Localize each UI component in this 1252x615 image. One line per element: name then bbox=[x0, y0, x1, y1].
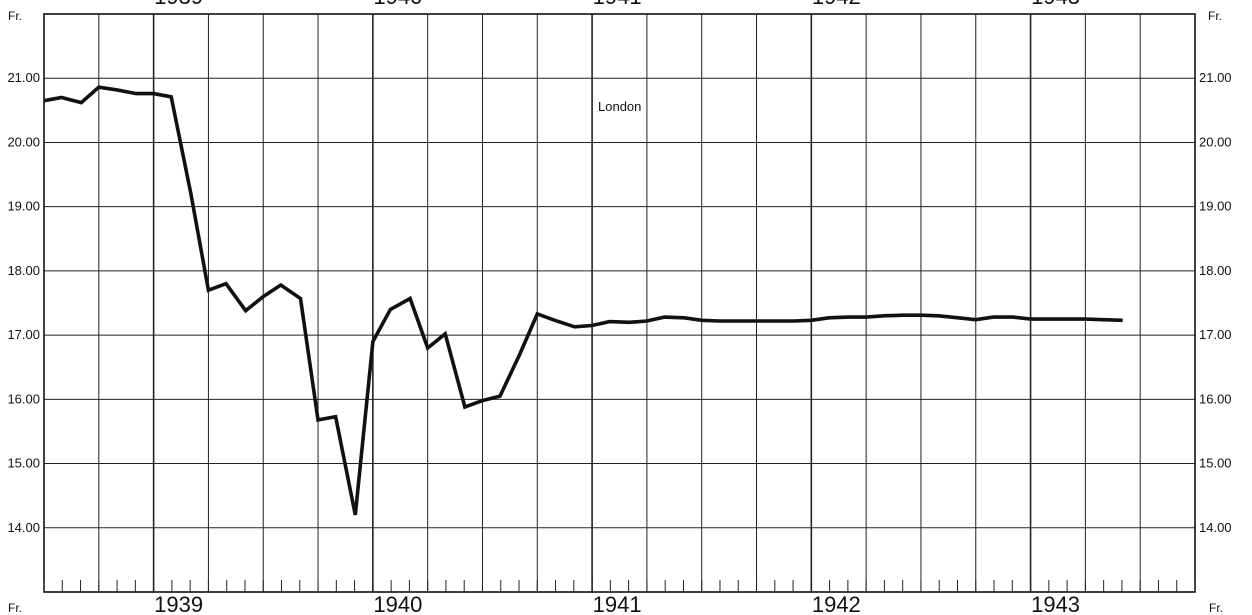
y-tick-label-left: 16.00 bbox=[7, 391, 40, 406]
labels: Fr. Fr. Fr. Fr. London 14.00 14.00 15.00 15… bbox=[7, 0, 1231, 615]
unit-label-top-right: Fr. bbox=[1208, 9, 1222, 23]
minor-ticks bbox=[43, 580, 1196, 592]
unit-label-top-left: Fr. bbox=[8, 9, 22, 23]
y-tick-label-right: 16.00 bbox=[1199, 391, 1232, 406]
x-year-label-bottom: 1939 bbox=[154, 592, 203, 615]
y-tick-label-right: 21.00 bbox=[1199, 70, 1232, 85]
y-tick-label-left: 15.00 bbox=[7, 456, 40, 471]
grid bbox=[43, 14, 1196, 592]
y-tick-label-left: 18.00 bbox=[7, 263, 40, 278]
x-year-label-top: 1943 bbox=[1031, 0, 1080, 9]
unit-label-bottom-right: Fr. bbox=[1209, 601, 1223, 615]
x-year-label-top: 1939 bbox=[154, 0, 203, 9]
series-layer bbox=[43, 85, 1123, 516]
x-year-label-bottom: 1940 bbox=[373, 592, 422, 615]
y-tick-label-left: 21.00 bbox=[7, 70, 40, 85]
y-tick-label-right: 14.00 bbox=[1199, 520, 1232, 535]
plot-border bbox=[43, 13, 1196, 593]
y-tick-label-right: 17.00 bbox=[1199, 327, 1232, 342]
series-annotation-london: London bbox=[598, 99, 641, 114]
x-year-label-top: 1940 bbox=[373, 0, 422, 9]
y-tick-label-right: 15.00 bbox=[1199, 456, 1232, 471]
y-tick-label-left: 20.00 bbox=[7, 134, 40, 149]
unit-label-bottom-left: Fr. bbox=[8, 601, 22, 615]
y-tick-label-left: 19.00 bbox=[7, 199, 40, 214]
x-year-label-bottom: 1943 bbox=[1031, 592, 1080, 615]
plot-frame bbox=[43, 13, 1196, 593]
x-year-label-top: 1942 bbox=[812, 0, 861, 9]
x-year-label-top: 1941 bbox=[593, 0, 642, 9]
y-tick-label-right: 19.00 bbox=[1199, 199, 1232, 214]
series-line-london bbox=[43, 85, 1123, 516]
y-tick-label-right: 18.00 bbox=[1199, 263, 1232, 278]
x-year-label-bottom: 1941 bbox=[593, 592, 642, 615]
x-year-label-bottom: 1942 bbox=[812, 592, 861, 615]
y-tick-label-right: 20.00 bbox=[1199, 134, 1232, 149]
y-tick-label-left: 14.00 bbox=[7, 520, 40, 535]
y-tick-label-left: 17.00 bbox=[7, 327, 40, 342]
